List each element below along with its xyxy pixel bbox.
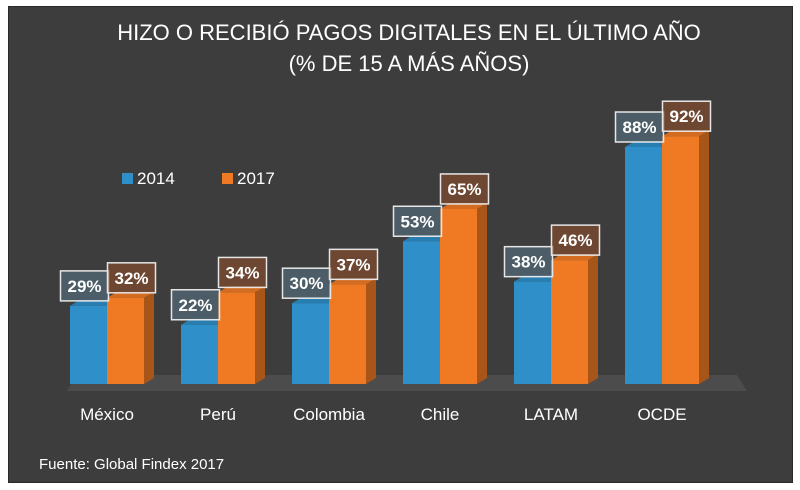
data-label-2017-0: 32% [106,262,157,294]
svg-text:46%: 46% [558,231,592,250]
chart-subtitle: (% DE 15 A MÁS AÑOS) [289,51,530,76]
data-label-2017-5: 92% [661,100,712,132]
data-label-2014-2: 30% [281,267,332,299]
svg-text:65%: 65% [447,180,481,199]
category-label-4: LATAM [524,405,578,424]
category-label-0: México [80,405,134,424]
legend: 2014 2017 [122,169,275,188]
data-label-2014-4: 38% [503,245,554,278]
data-label-2014-5: 88% [614,111,665,143]
data-labels-layer: 29% 32% 22% 34% 30% 37% 53% 65% 38% 46% 88% 92% [59,100,712,321]
bar-2014-2 [292,297,339,384]
data-label-2017-1: 34% [217,256,268,289]
svg-text:53%: 53% [400,212,434,231]
bar-2017-2 [329,278,376,384]
svg-text:34%: 34% [225,263,259,282]
svg-text:30%: 30% [289,274,323,293]
legend-swatch-2017 [222,173,233,184]
category-label-5: OCDE [637,405,686,424]
category-labels-layer: México Perú Colombia Chile LATAM OCDE [80,405,686,424]
category-label-2: Colombia [293,405,365,424]
source-note: Fuente: Global Findex 2017 [39,456,224,473]
svg-text:92%: 92% [669,107,703,126]
data-label-2017-4: 46% [550,224,601,256]
bar-2017-4 [551,254,598,384]
data-label-2017-2: 37% [328,248,379,281]
chart-panel: HIZO O RECIBIÓ PAGOS DIGITALES EN EL ÚLT… [8,6,793,483]
svg-text:22%: 22% [178,296,212,315]
bar-2017-1 [218,286,265,384]
legend-label-2014: 2014 [137,169,175,188]
data-label-2017-3: 65% [439,173,490,205]
category-label-3: Chile [421,405,460,424]
bar-2017-3 [440,202,487,384]
category-label-1: Perú [200,405,236,424]
svg-text:29%: 29% [67,277,101,296]
svg-text:37%: 37% [336,255,370,274]
svg-text:38%: 38% [511,253,545,272]
data-label-2014-1: 22% [170,289,221,321]
data-label-2014-0: 29% [59,270,110,302]
chart-title: HIZO O RECIBIÓ PAGOS DIGITALES EN EL ÚLT… [117,20,701,45]
data-label-2014-3: 53% [392,205,443,238]
bar-chart: HIZO O RECIBIÓ PAGOS DIGITALES EN EL ÚLT… [39,20,747,473]
svg-text:32%: 32% [114,269,148,288]
legend-label-2017: 2017 [237,169,275,188]
svg-text:88%: 88% [622,118,656,137]
legend-swatch-2014 [122,173,133,184]
bar-2017-0 [107,291,154,384]
bar-2017-5 [662,130,709,384]
